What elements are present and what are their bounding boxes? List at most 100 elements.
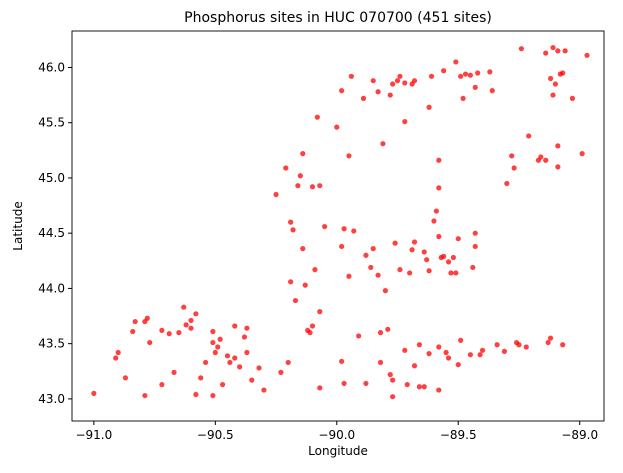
point (288, 219, 294, 225)
point (188, 317, 194, 324)
point (368, 264, 374, 271)
point (341, 380, 347, 387)
point (244, 349, 250, 356)
point (285, 359, 291, 366)
point (144, 315, 150, 321)
point (404, 381, 410, 388)
point (387, 371, 393, 378)
point (339, 358, 345, 364)
point (450, 254, 456, 261)
point (455, 236, 461, 242)
point (543, 157, 549, 163)
point (147, 339, 153, 346)
point (171, 369, 177, 375)
point (421, 384, 427, 390)
point (472, 84, 478, 90)
point (547, 335, 554, 341)
point (380, 141, 386, 147)
point (402, 118, 408, 125)
point (550, 92, 556, 98)
point (283, 165, 289, 171)
point (314, 114, 320, 120)
point (334, 124, 340, 130)
point (511, 165, 517, 171)
point (302, 282, 308, 288)
point (569, 95, 576, 101)
point (363, 380, 369, 387)
point (227, 359, 233, 366)
point (579, 151, 585, 157)
point (411, 78, 418, 84)
point (370, 246, 376, 252)
point (436, 185, 442, 191)
y-tick-label: 45.0 (38, 171, 65, 185)
point (292, 297, 299, 304)
point (181, 304, 187, 310)
point (203, 359, 209, 366)
point (441, 253, 447, 259)
point (288, 279, 294, 285)
point (397, 73, 403, 79)
point (475, 70, 481, 76)
point (159, 381, 165, 388)
point (445, 355, 452, 361)
point (479, 347, 486, 353)
point (300, 246, 306, 252)
point (472, 243, 478, 250)
point (309, 184, 316, 190)
point (300, 151, 306, 157)
point (467, 72, 473, 78)
point (516, 342, 522, 348)
y-tick-label: 45.5 (38, 116, 65, 130)
point (494, 342, 500, 348)
point (377, 330, 384, 336)
point (518, 46, 525, 52)
point (526, 133, 532, 139)
point (402, 347, 408, 353)
point (431, 218, 437, 224)
y-axis-label: Latitude (11, 201, 25, 250)
point (183, 322, 189, 328)
point (460, 95, 466, 101)
point (426, 268, 432, 274)
point (458, 73, 464, 79)
point (193, 391, 199, 398)
point (543, 50, 549, 56)
point (477, 352, 483, 358)
point (217, 336, 223, 342)
point (312, 267, 318, 273)
point (411, 363, 418, 369)
x-tick-label: −89.5 (440, 428, 477, 442)
point (256, 365, 262, 371)
point (113, 355, 119, 361)
point (224, 353, 231, 359)
point (360, 95, 367, 101)
point (390, 81, 396, 87)
point (584, 52, 590, 58)
x-axis-label: Longitude (308, 444, 368, 458)
point (241, 334, 248, 340)
point (382, 288, 388, 294)
point (317, 183, 323, 189)
y-tick-label: 46.0 (38, 60, 65, 74)
point (560, 342, 566, 348)
point (436, 387, 442, 393)
point (237, 364, 243, 370)
point (458, 337, 464, 343)
point (509, 153, 515, 159)
point (453, 59, 459, 65)
point (317, 385, 323, 391)
point (130, 328, 136, 335)
point (210, 392, 216, 399)
point (407, 270, 413, 276)
point (132, 318, 138, 325)
point (91, 390, 97, 396)
point (436, 344, 442, 350)
point (390, 394, 396, 400)
point (278, 369, 284, 375)
point (166, 331, 172, 337)
point (555, 143, 561, 149)
point (273, 191, 279, 198)
point (198, 375, 204, 381)
point (339, 243, 345, 250)
